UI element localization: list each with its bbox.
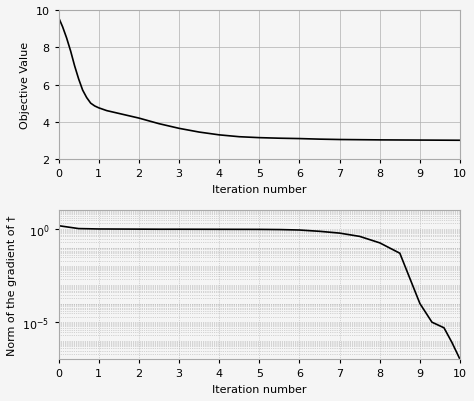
- Y-axis label: Objective Value: Objective Value: [20, 42, 30, 129]
- Y-axis label: Norm of the gradient of †: Norm of the gradient of †: [7, 215, 17, 355]
- X-axis label: Iteration number: Iteration number: [212, 384, 307, 394]
- X-axis label: Iteration number: Iteration number: [212, 184, 307, 194]
